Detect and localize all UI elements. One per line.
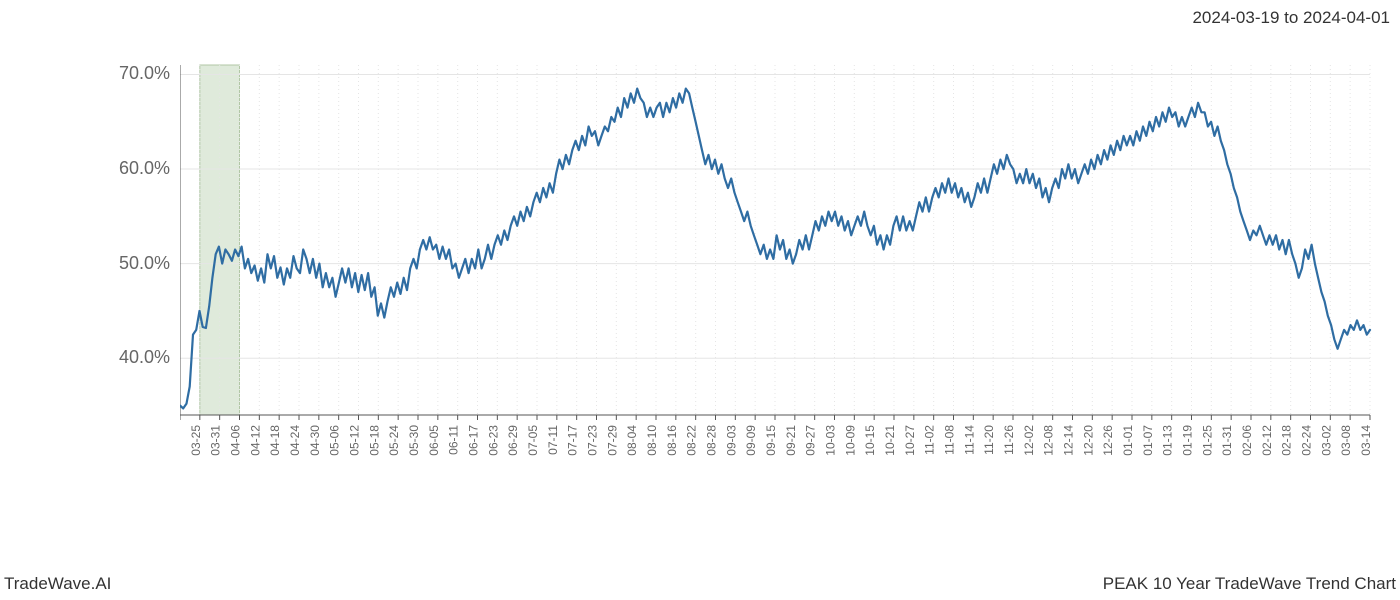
x-tick-label: 08-04 [625,425,639,456]
x-tick-label: 11-02 [923,425,937,455]
x-tick-label: 04-12 [248,425,262,456]
x-tick-label: 03-25 [189,425,203,456]
x-tick-label: 08-28 [705,425,719,456]
x-tick-label: 08-16 [665,425,679,456]
x-tick-label: 09-21 [784,425,798,456]
x-tick-label: 12-02 [1022,425,1036,456]
x-tick-label: 07-11 [546,425,560,455]
x-tick-label: 09-09 [744,425,758,456]
x-tick-label: 10-09 [843,425,857,456]
x-tick-label: 03-31 [209,425,223,456]
x-tick-label: 02-12 [1260,425,1274,456]
x-tick-label: 02-06 [1240,425,1254,456]
y-tick-label: 40.0% [80,347,170,368]
x-tick-label: 05-18 [367,425,381,456]
x-tick-label: 08-10 [645,425,659,456]
x-tick-label: 11-20 [982,425,996,455]
x-tick-label: 01-07 [1141,425,1155,456]
x-tick-label: 07-05 [526,425,540,456]
x-tick-label: 04-30 [308,425,322,456]
x-tick-label: 03-19 [180,425,183,456]
y-tick-label: 60.0% [80,158,170,179]
brand-label: TradeWave.AI [4,574,111,594]
x-tick-label: 11-14 [962,425,976,455]
line-chart-svg: 03-19 03-25 03-31 04-06 04-12 04-18 04-24 04-30… [180,55,1380,535]
x-tick-label: 07-29 [605,425,619,456]
x-tick-label: 05-12 [348,425,362,456]
y-tick-label: 50.0% [80,253,170,274]
x-tick-label: 07-17 [566,425,580,456]
x-tick-label: 01-31 [1220,425,1234,456]
x-tick-label: 12-08 [1042,425,1056,456]
y-tick-label: 70.0% [80,63,170,84]
x-tick-label: 09-03 [724,425,738,456]
x-tick-label: 01-19 [1181,425,1195,456]
x-tick-label: 02-18 [1280,425,1294,456]
x-tick-label: 03-14 [1359,425,1373,456]
chart-container: 2024-03-19 to 2024-04-01 TradeWave.AI PE… [0,0,1400,600]
x-tick-label: 08-22 [685,425,699,456]
x-tick-label: 06-17 [467,425,481,456]
x-tick-label: 02-24 [1300,425,1314,456]
x-tick-label: 12-26 [1101,425,1115,456]
x-tick-label: 10-27 [903,425,917,456]
chart-title-label: PEAK 10 Year TradeWave Trend Chart [1103,574,1396,594]
x-tick-label: 01-25 [1200,425,1214,456]
x-tick-label: 09-15 [764,425,778,456]
x-tick-label: 03-08 [1339,425,1353,456]
x-tick-label: 05-06 [328,425,342,456]
x-tick-label: 03-02 [1319,425,1333,456]
x-tick-label: 10-03 [824,425,838,456]
x-tick-label: 11-26 [1002,425,1016,455]
chart-plot-area: 03-19 03-25 03-31 04-06 04-12 04-18 04-24 04-30… [180,55,1380,475]
x-tick-label: 06-23 [486,425,500,456]
x-tick-label: 01-01 [1121,425,1135,456]
x-tick-label: 12-20 [1081,425,1095,456]
x-tick-label: 04-18 [268,425,282,456]
x-tick-label: 04-06 [229,425,243,456]
x-tick-label: 06-05 [427,425,441,456]
x-tick-label: 06-11 [447,425,461,455]
x-tick-label: 11-08 [943,425,957,455]
x-tick-label: 04-24 [288,425,302,456]
x-tick-label: 10-21 [883,425,897,456]
x-tick-label: 05-24 [387,425,401,456]
x-tick-label: 07-23 [586,425,600,456]
x-tick-label: 06-29 [506,425,520,456]
x-tick-label: 05-30 [407,425,421,456]
date-range-label: 2024-03-19 to 2024-04-01 [1192,8,1390,28]
x-tick-label: 12-14 [1062,425,1076,456]
x-tick-label: 09-27 [804,425,818,456]
x-tick-label: 10-15 [863,425,877,456]
x-tick-label: 01-13 [1161,425,1175,456]
